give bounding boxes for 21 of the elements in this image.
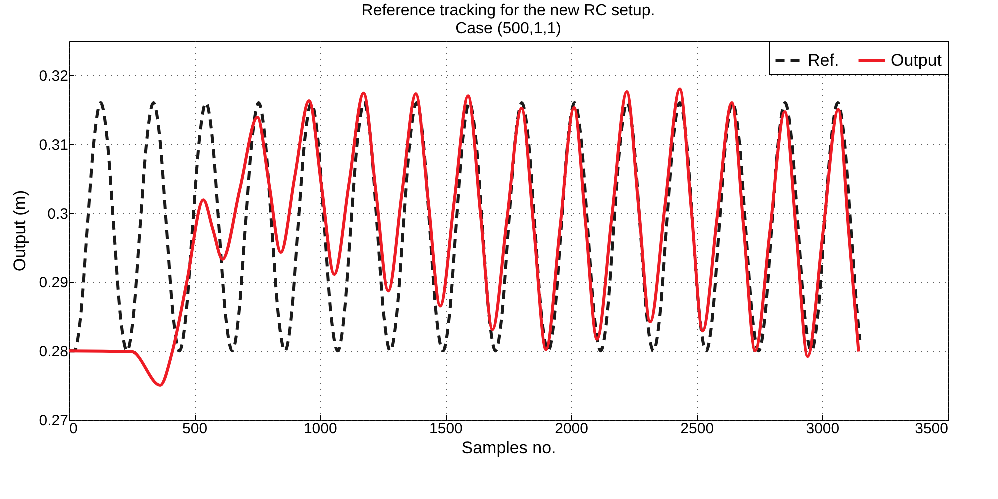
line-series	[69, 88, 860, 388]
y-tick-label: 0.27	[39, 412, 68, 430]
y-tick-label: 0.28	[39, 344, 68, 361]
x-tick-label: 500	[182, 420, 208, 438]
y-tick-label: 0.32	[39, 68, 68, 85]
x-tick-label: 2500	[680, 420, 714, 438]
chart-subtitle: Case (500,1,1)	[456, 20, 562, 38]
x-axis-title: Samples no.	[462, 438, 556, 458]
x-tick-label: 3500	[915, 420, 948, 438]
y-tick-label: 0.3	[48, 206, 68, 223]
x-tick-label: 1500	[430, 420, 463, 438]
x-tick-label: 3000	[806, 420, 840, 438]
x-tick-label: 0	[70, 420, 78, 438]
x-tick-label: 1000	[304, 420, 338, 438]
y-axis-title: Output (m)	[10, 190, 30, 272]
y-tick-label: 0.31	[39, 136, 68, 154]
chart-title: Reference tracking for the new RC setup.	[362, 2, 656, 20]
legend-label: Output	[891, 51, 942, 70]
x-tick-label: 2000	[555, 420, 588, 438]
legend-label: Ref.	[808, 51, 840, 70]
y-tick-label: 0.29	[39, 274, 68, 292]
